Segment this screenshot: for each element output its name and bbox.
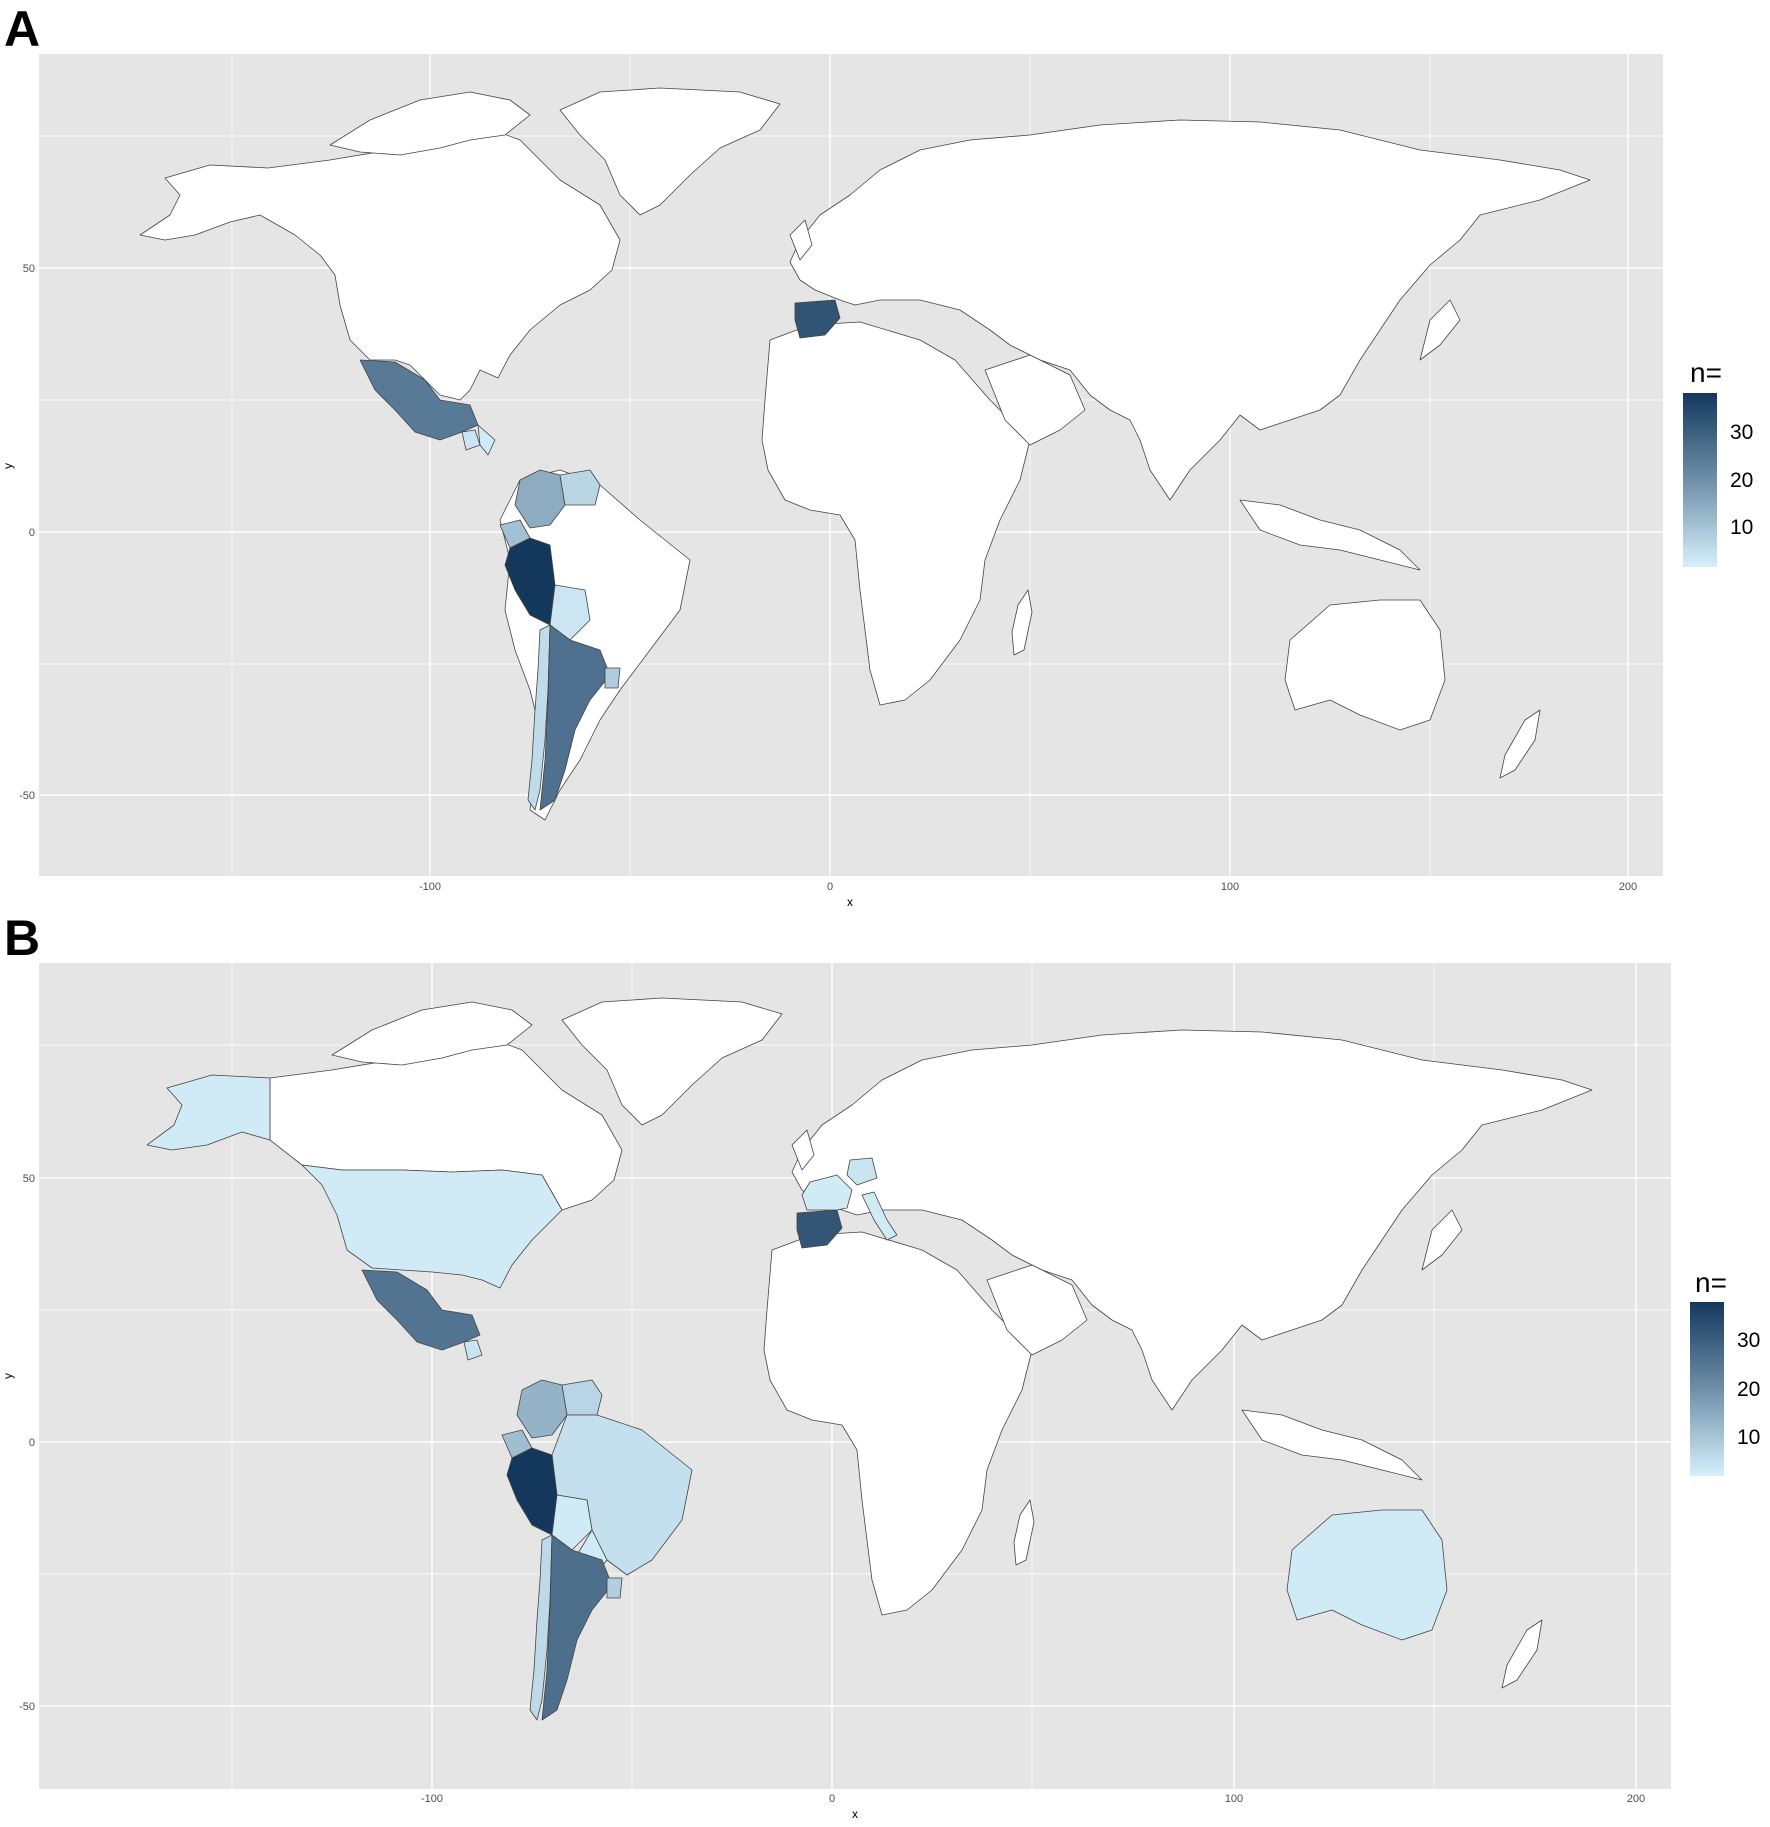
arabia xyxy=(986,1264,1088,1356)
panel-b-y-axis-title: y xyxy=(1,1373,15,1379)
panel-b-legend-title: n= xyxy=(1695,1267,1727,1298)
panel-b-map xyxy=(146,997,1593,1721)
country-uruguay xyxy=(604,667,621,689)
madagascar xyxy=(1011,589,1033,656)
panel-letter-b: B xyxy=(4,910,40,966)
panel-b-legend-tick: 20 xyxy=(1737,1378,1760,1401)
panel-a-legend-tick: 20 xyxy=(1730,469,1753,492)
panel-a-legend-tick: 10 xyxy=(1730,516,1753,539)
panel-a-map xyxy=(139,87,1591,821)
panel-a-x-tick: -100 xyxy=(419,881,441,893)
country-venezuela xyxy=(559,469,601,506)
panel-b-x-tick: 0 xyxy=(829,1793,835,1805)
panel-b-x-tick: -100 xyxy=(421,1793,443,1805)
panel-a-x-tick: 100 xyxy=(1221,881,1239,893)
panel-letter-a: A xyxy=(4,1,40,57)
country-united-states xyxy=(301,1164,563,1289)
panel-b-legend: n= 30 20 10 xyxy=(1690,1267,1760,1476)
country-australia xyxy=(1286,1509,1448,1641)
country-spain xyxy=(794,299,841,339)
madagascar xyxy=(1013,1499,1035,1566)
country-bolivia xyxy=(549,584,591,641)
country-germany xyxy=(846,1157,878,1186)
greenland xyxy=(561,997,783,1126)
panel-a: A xyxy=(1,1,1753,909)
greenland xyxy=(559,87,781,216)
canadian-arctic-islands xyxy=(331,1001,533,1066)
arabia xyxy=(984,354,1086,446)
panel-a-legend-tick: 30 xyxy=(1730,421,1753,444)
panel-b-legend-tick: 30 xyxy=(1737,1329,1760,1352)
country-mexico xyxy=(359,359,479,441)
panel-b-y-tick: 0 xyxy=(29,1437,35,1449)
country-colombia xyxy=(514,469,566,529)
country-bolivia xyxy=(551,1494,593,1551)
panel-a-y-tick: -50 xyxy=(19,790,35,802)
country-alaska xyxy=(146,1074,271,1151)
panel-b-colorbar xyxy=(1690,1302,1724,1476)
country-honduras xyxy=(477,424,496,456)
panel-b-x-tick: 200 xyxy=(1627,1793,1645,1805)
japan xyxy=(1421,1209,1463,1271)
country-uruguay xyxy=(606,1577,623,1599)
panel-a-y-tick: 0 xyxy=(29,527,35,539)
japan xyxy=(1419,299,1461,361)
eurasia xyxy=(791,1029,1593,1411)
panel-b-y-tick: 50 xyxy=(23,1173,35,1185)
canadian-arctic-islands xyxy=(329,91,531,156)
country-argentina xyxy=(541,1534,613,1721)
uk xyxy=(791,1129,815,1171)
country-argentina xyxy=(539,624,611,811)
panel-b-x-axis-title: x xyxy=(852,1807,858,1821)
country-guatemala xyxy=(463,1339,483,1361)
new-zealand xyxy=(1501,1619,1543,1689)
new-zealand xyxy=(1499,709,1541,779)
panel-a-x-tick: 0 xyxy=(827,881,833,893)
country-venezuela xyxy=(561,1379,603,1416)
country-mexico xyxy=(361,1269,481,1351)
panel-b-y-tick: -50 xyxy=(19,1701,35,1713)
panel-a-colorbar xyxy=(1683,393,1717,567)
panel-a-legend-title: n= xyxy=(1690,357,1722,388)
country-france xyxy=(801,1174,853,1211)
africa xyxy=(763,1231,1033,1616)
australia xyxy=(1284,599,1446,731)
panel-a-y-axis-title: y xyxy=(1,463,15,469)
eurasia xyxy=(789,119,1591,501)
uk xyxy=(789,219,813,261)
panel-b-x-tick: 100 xyxy=(1225,1793,1243,1805)
panel-a-y-tick: 50 xyxy=(23,263,35,275)
southeast-asia-islands xyxy=(1241,1409,1423,1481)
southeast-asia-islands xyxy=(1239,499,1421,571)
panel-a-legend: n= 30 20 10 xyxy=(1683,357,1753,567)
country-italy xyxy=(861,1191,898,1241)
panel-b-legend-tick: 10 xyxy=(1737,1426,1760,1449)
panel-b: B xyxy=(1,910,1760,1821)
panel-a-x-tick: 200 xyxy=(1619,881,1637,893)
country-colombia xyxy=(516,1379,568,1439)
africa xyxy=(761,321,1031,706)
panel-a-x-axis-title: x xyxy=(847,895,853,909)
